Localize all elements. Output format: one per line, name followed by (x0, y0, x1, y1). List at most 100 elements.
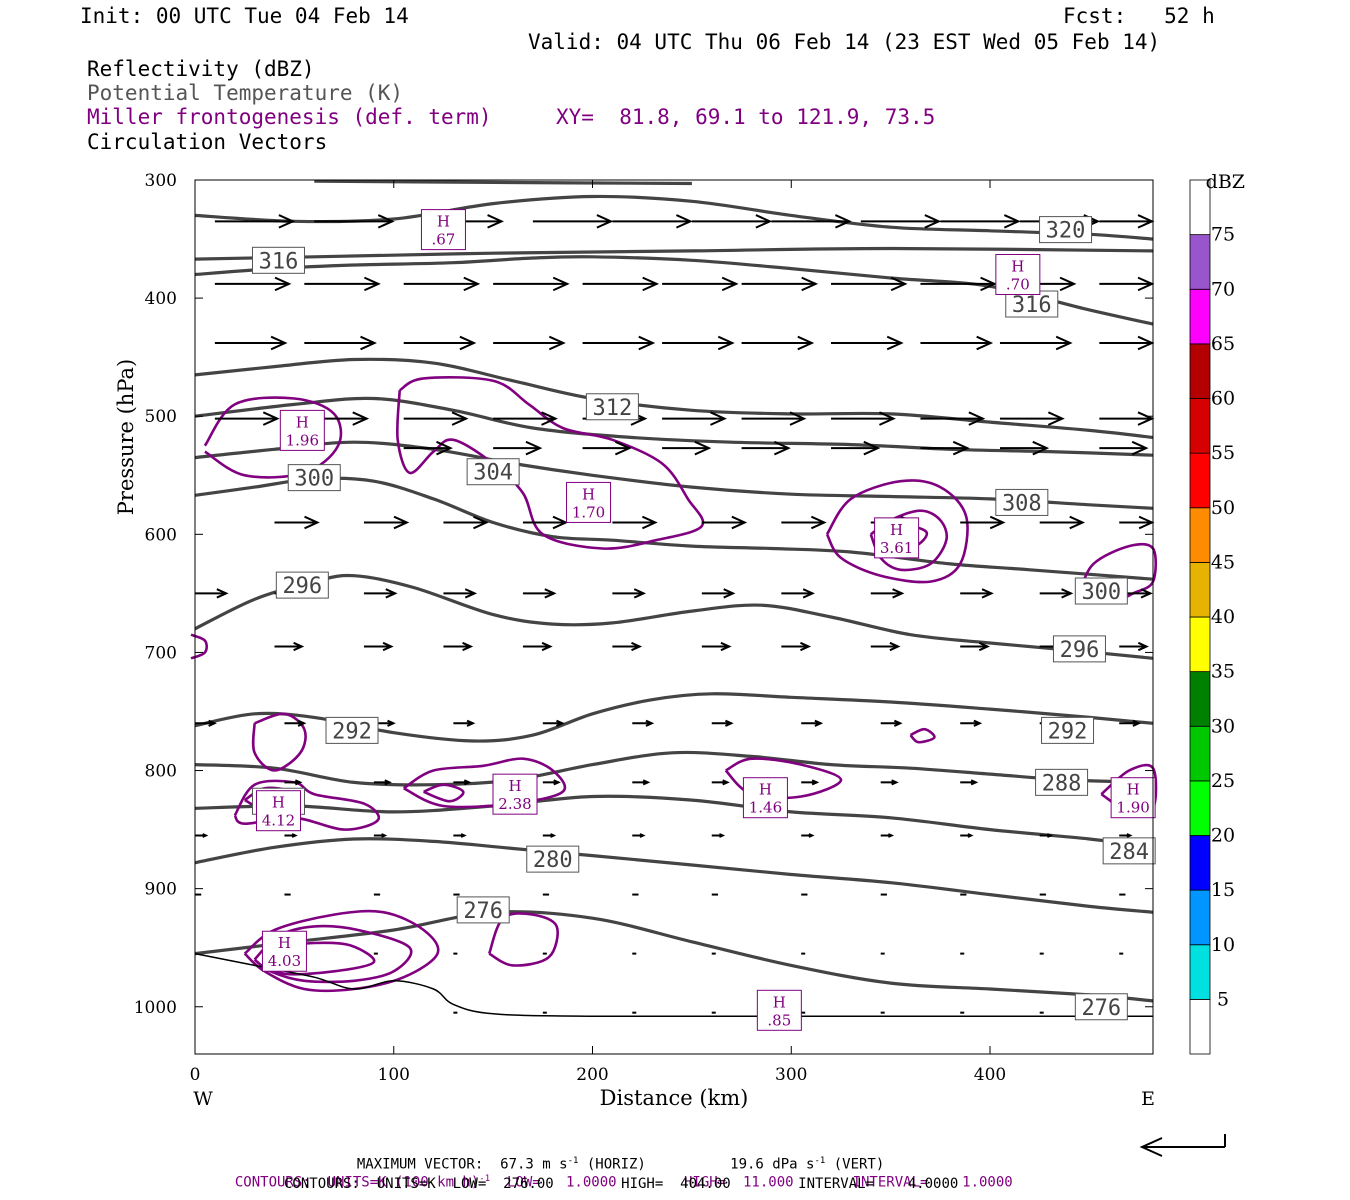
circulation-vector (960, 588, 994, 599)
circulation-vector (940, 214, 1021, 229)
theta-line (194, 837, 1154, 914)
theta-label: 292 (325, 716, 379, 744)
theta-label: 316 (1005, 290, 1059, 318)
circulation-vector (860, 214, 942, 229)
colorbar-segment (1189, 561, 1211, 618)
circulation-vector (403, 411, 469, 426)
circulation-vector (363, 588, 398, 599)
y-tick-label: 600 (145, 525, 177, 545)
circulation-vector (582, 335, 656, 351)
circulation-vector (1119, 641, 1149, 652)
vector-head (989, 515, 1006, 530)
fronto-max-letter: H (272, 794, 285, 812)
circulation-vector (493, 276, 570, 292)
circulation-vector (612, 214, 693, 229)
theta-label-box (1102, 837, 1156, 865)
theta-line (194, 573, 1154, 660)
vector-head (789, 411, 807, 426)
valid-time: Valid: 04 UTC Thu 06 Feb 14 (23 EST Wed … (528, 30, 1161, 54)
sup-1: -1 (567, 1156, 579, 1166)
circulation-vector (920, 335, 994, 351)
vector-head (460, 833, 467, 838)
fronto-contour (909, 727, 936, 744)
vector-head (462, 641, 474, 652)
vector-head (863, 440, 881, 456)
circulation-vector (1039, 833, 1054, 838)
vector-head (1061, 588, 1074, 599)
theta-line (194, 396, 1154, 457)
theta-label: 300 (1074, 577, 1128, 605)
vector-head (552, 515, 569, 530)
fronto-max-letter: H (759, 781, 772, 799)
vector-head (631, 641, 643, 652)
colorbar-tick-label: 40 (1211, 606, 1235, 628)
circulation-vector (304, 276, 381, 292)
circulation-vector (582, 440, 632, 456)
circulation-vector (373, 779, 392, 786)
terrain (194, 952, 1153, 1018)
vector-head (384, 779, 392, 786)
y-axis-label: Pressure (hPa) (114, 359, 138, 515)
fronto-contour (251, 712, 307, 772)
circulation-vector (1119, 515, 1155, 530)
circulation-vector (274, 641, 305, 652)
colorbar-segment (1189, 616, 1211, 673)
vector-head (553, 779, 561, 786)
vector-head (892, 588, 905, 599)
x-tick-label: 0 (190, 1065, 201, 1085)
theta-label-text: 308 (1002, 491, 1042, 516)
theta-line (194, 440, 1154, 510)
colorbar: 5 10 15 20 25 30 35 40 45 50 55 60 65 70 75 dBZ (1189, 171, 1245, 1055)
vector-head (464, 588, 478, 599)
circulation-vector (274, 515, 320, 530)
circulation-vector (443, 588, 478, 599)
vector-head (463, 276, 481, 292)
vector-head (202, 833, 209, 838)
legend-xy: XY= 81.8, 69.1 to 121.9, 73.5 (556, 105, 936, 129)
vector-head (886, 335, 904, 351)
circulation-vector (999, 440, 1050, 456)
sup-3: -1 (479, 1174, 491, 1184)
fronto-max-value: .85 (767, 1011, 791, 1029)
fronto-max-value: .70 (1006, 275, 1030, 293)
vector-head (548, 335, 566, 351)
theta-label: 284 (1102, 837, 1156, 865)
vector-head (1137, 411, 1155, 426)
circulation-vector (701, 588, 736, 599)
footer-fronto-b: LOW= 1.0000 HIGH= 11.000 INTERVAL= 1.000… (490, 1174, 1013, 1191)
theta-label-text: 280 (533, 848, 573, 873)
fronto-contour (402, 757, 567, 809)
vector-head (801, 276, 819, 292)
circulation-vector (542, 833, 557, 838)
circulation-vector (701, 641, 732, 652)
vector-head (274, 276, 292, 292)
theta-label: 308 (995, 488, 1049, 516)
circulation-vector (493, 335, 566, 351)
axes: 300 400 500 600 700 800 900 1000 0 100 200 300 400 Di… (114, 171, 1155, 1110)
vector-head (556, 719, 565, 727)
vector-head (297, 719, 307, 727)
vector-head (294, 779, 303, 786)
vector-head (1059, 276, 1077, 292)
vector-head (1140, 588, 1153, 599)
theta-line (194, 910, 1154, 1003)
circulation-vector (831, 440, 881, 456)
circulation-vector (801, 833, 815, 838)
fronto-contour (253, 924, 413, 984)
colorbar-segment (1189, 452, 1211, 509)
colorbar-segment (1189, 398, 1211, 454)
circulation-vector (1099, 214, 1155, 229)
theta-label: 292 (1041, 716, 1095, 744)
vector-head (291, 833, 298, 838)
circulation-vector (284, 833, 298, 838)
x-tick-label: 400 (974, 1065, 1006, 1085)
vector-head (710, 411, 727, 426)
circulation-vector (373, 833, 388, 838)
circulation-vector (920, 411, 986, 426)
vector-head (525, 440, 543, 456)
circulation-vector (870, 588, 905, 599)
vector-head (723, 588, 736, 599)
vector-head (1138, 515, 1155, 530)
circulation-vector (960, 719, 983, 727)
